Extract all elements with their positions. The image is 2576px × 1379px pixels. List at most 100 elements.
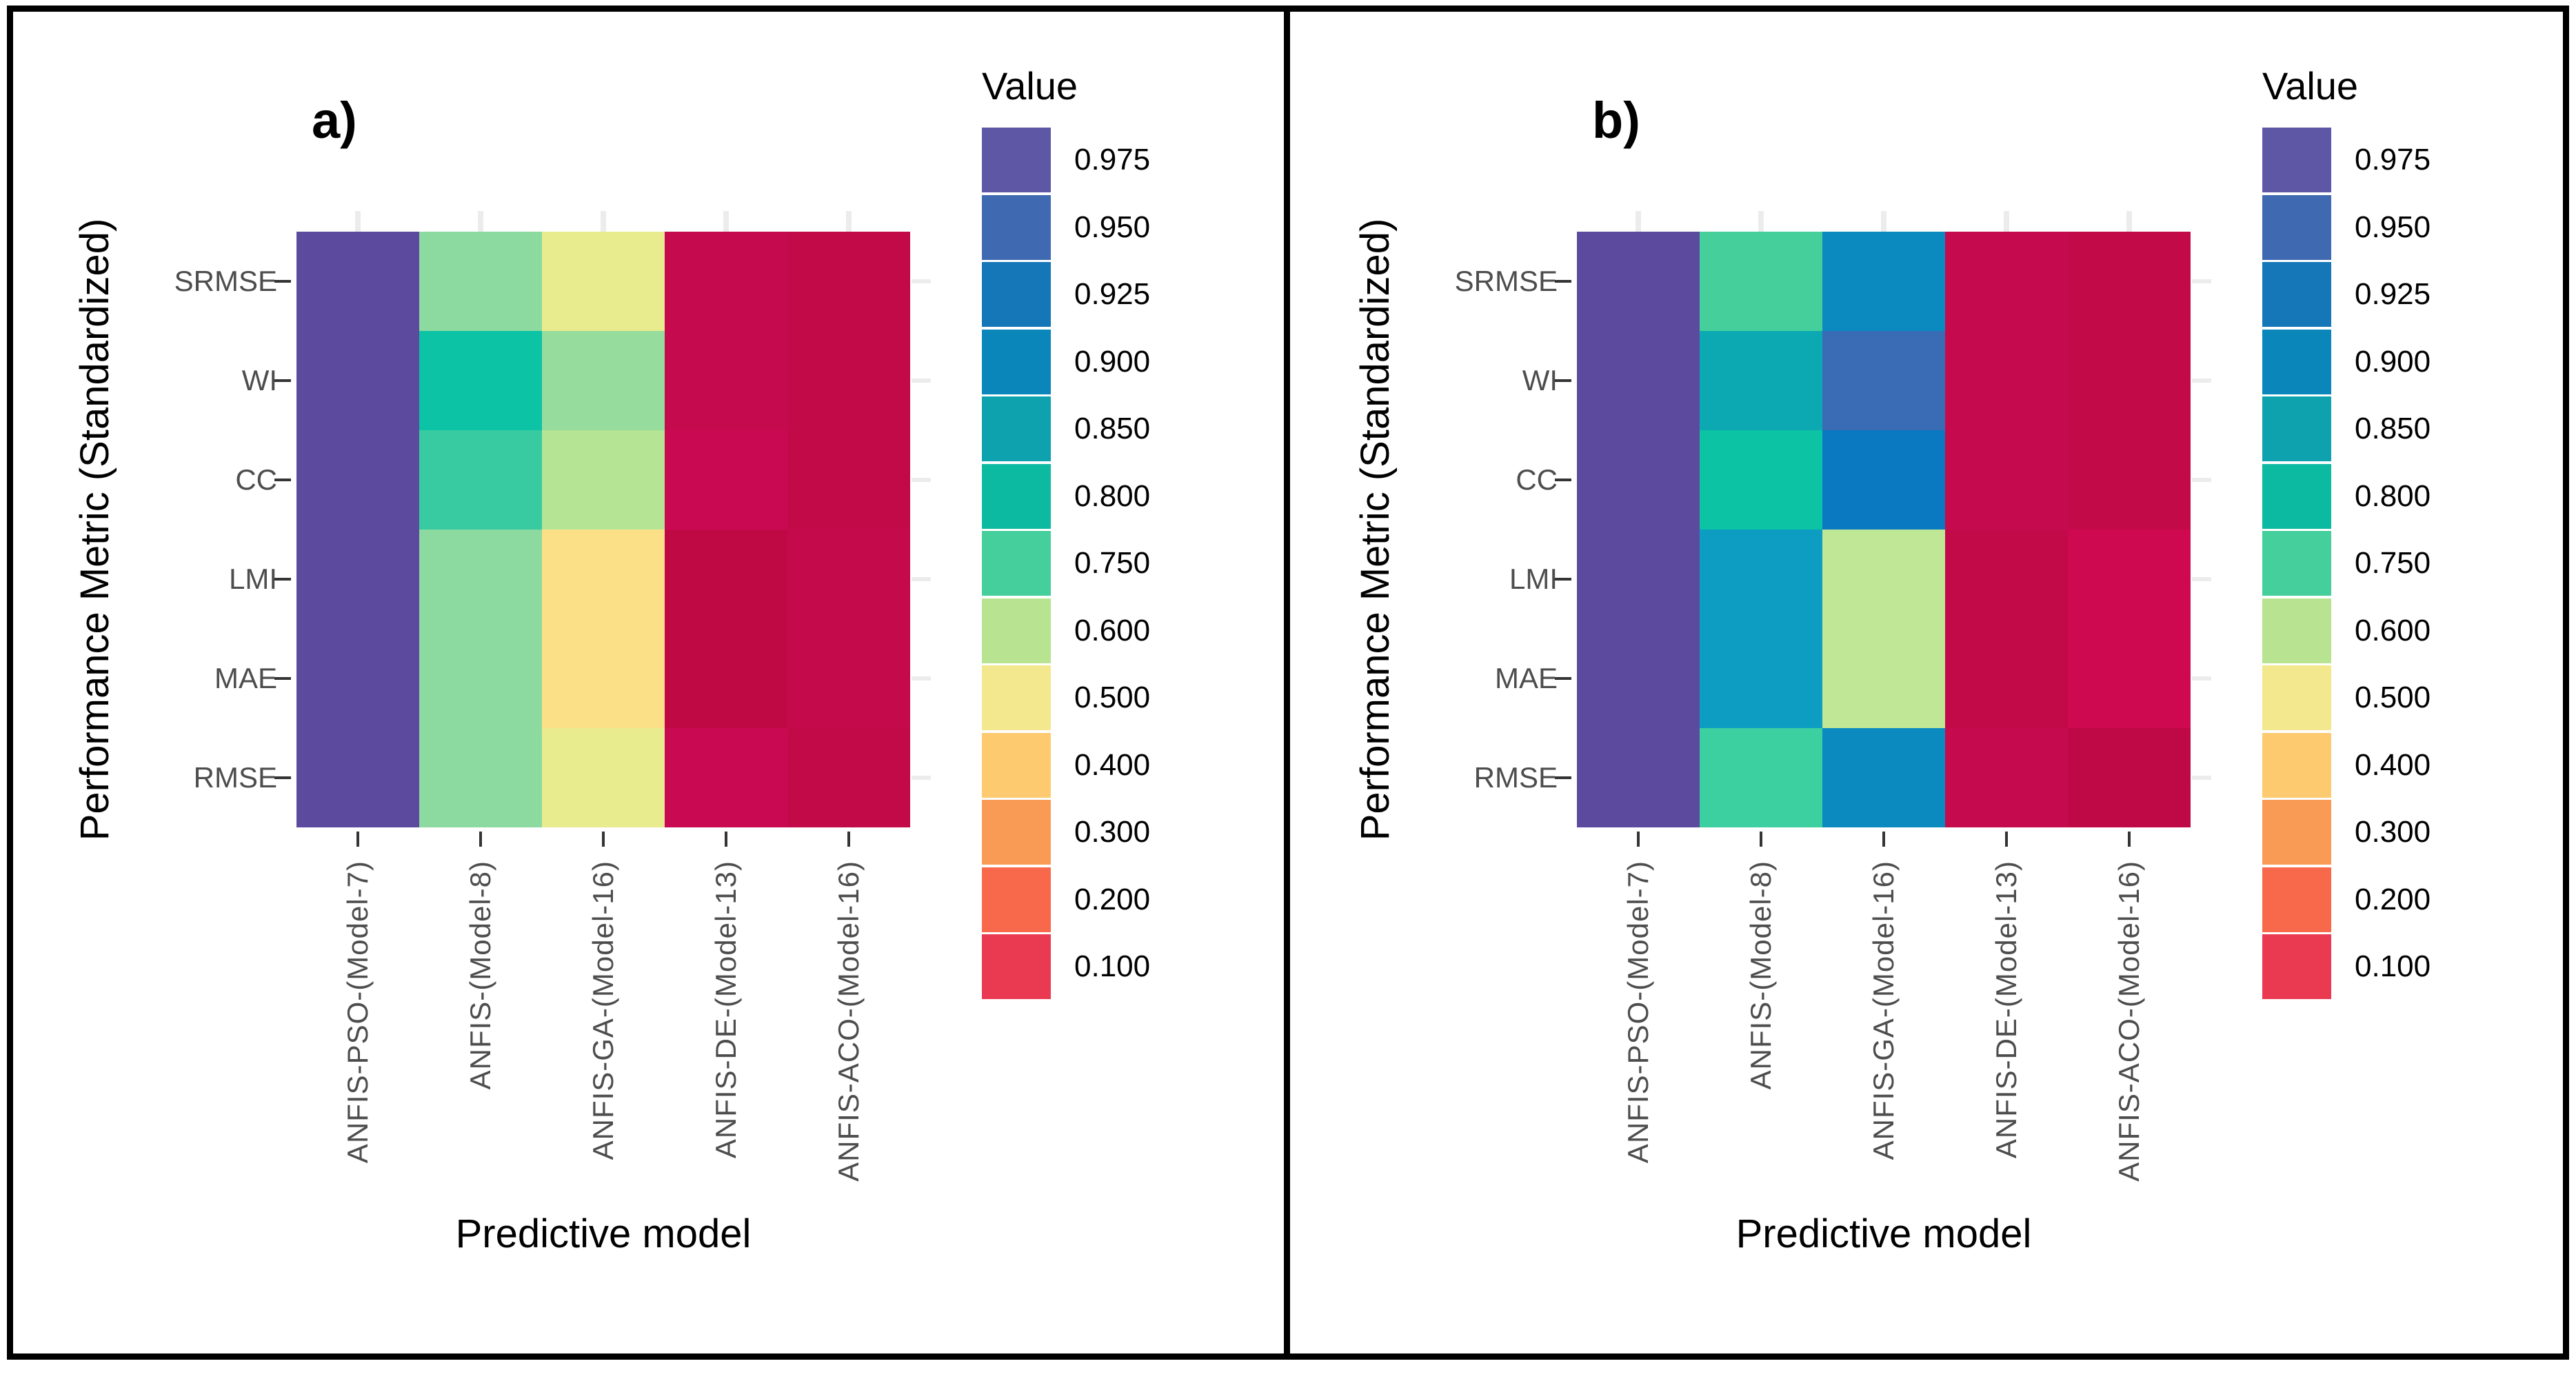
x-tick-label-model-5: ANFIS-ACO-(Model-16) <box>832 860 865 1182</box>
heatmap-cell-SRMSE-col5 <box>2068 232 2191 331</box>
legend-label-0.900: 0.900 <box>1074 344 1151 379</box>
heatmap-cell-LMI-col3 <box>542 530 665 629</box>
y-tick-label-SRMSE: SRMSE <box>174 265 277 297</box>
heatmap-cell-MAE-col5 <box>2068 629 2191 728</box>
heatmap-cell-LMI-col3 <box>1822 530 1945 629</box>
heatmap-cell-WI-col1 <box>1577 331 1700 430</box>
heatmap-cell-MAE-col4 <box>1945 629 2068 728</box>
legend-label-0.975: 0.975 <box>1074 143 1151 177</box>
heatmap-cell-WI-col4 <box>665 331 787 430</box>
legend-label-0.500: 0.500 <box>1074 681 1151 714</box>
grid-tick-top <box>2004 211 2009 232</box>
legend-swatch-0.100 <box>2262 934 2331 999</box>
y-tick-label-MAE: MAE <box>214 662 277 694</box>
y-tick-mark <box>274 578 291 581</box>
heatmap-cell-SRMSE-col2 <box>419 232 542 331</box>
heatmap-cell-SRMSE-col4 <box>665 232 787 331</box>
heatmap-cell-LMI-col5 <box>2068 530 2191 629</box>
heatmap-cell-SRMSE-col3 <box>1822 232 1945 331</box>
heatmap-cell-CC-col2 <box>1700 430 1822 530</box>
panel-a-legend-title: Value <box>982 64 1078 108</box>
x-tick-label-model-4: ANFIS-DE-(Model-13) <box>1990 860 2022 1159</box>
heatmap-grid <box>1577 232 2191 827</box>
x-tick-mark <box>602 832 605 847</box>
legend-swatch-0.600 <box>982 598 1051 663</box>
legend-label-0.600: 0.600 <box>1074 613 1151 647</box>
legend-swatch-0.500 <box>2262 665 2331 730</box>
legend-label-0.600: 0.600 <box>2355 613 2431 647</box>
heatmap-cell-RMSE-col4 <box>1945 728 2068 827</box>
y-tick-label-LMI: LMI <box>228 563 277 595</box>
grid-tick-right <box>2192 776 2211 780</box>
x-tick-label-model-3: ANFIS-GA-(Model-16) <box>1867 860 1900 1160</box>
grid-tick-top <box>355 211 361 232</box>
grid-tick-right <box>912 279 931 283</box>
legend-swatch-0.400 <box>982 732 1051 798</box>
legend-swatch-0.900 <box>982 329 1051 394</box>
legend-label-0.100: 0.100 <box>2355 949 2431 983</box>
x-tick-mark <box>1760 832 1762 847</box>
legend-label-0.200: 0.200 <box>1074 882 1151 916</box>
legend-label-0.500: 0.500 <box>2355 681 2431 714</box>
heatmap-cell-MAE-col1 <box>1577 629 1700 728</box>
heatmap-cell-RMSE-col2 <box>1700 728 1822 827</box>
legend-label-0.850: 0.850 <box>1074 412 1151 445</box>
heatmap-cell-LMI-col5 <box>787 530 910 629</box>
x-tick-mark <box>725 832 727 847</box>
grid-tick-top <box>1636 211 1641 232</box>
x-tick-mark <box>2128 832 2131 847</box>
y-tick-mark <box>274 379 291 382</box>
legend-label-0.900: 0.900 <box>2355 344 2431 379</box>
grid-tick-top <box>723 211 729 232</box>
heatmap-cell-CC-col5 <box>787 430 910 530</box>
heatmap-cell-WI-col4 <box>1945 331 2068 430</box>
legend-label-0.925: 0.925 <box>1074 277 1151 311</box>
legend-label-0.750: 0.750 <box>2355 546 2431 580</box>
grid-tick-right <box>2192 577 2211 581</box>
grid-tick-right <box>912 577 931 581</box>
y-tick-mark <box>1555 280 1571 283</box>
legend-label-0.400: 0.400 <box>1074 747 1151 782</box>
legend-swatch-0.100 <box>982 934 1051 999</box>
heatmap-cell-SRMSE-col4 <box>1945 232 2068 331</box>
y-tick-label-CC: CC <box>1516 463 1558 496</box>
x-tick-label-model-3: ANFIS-GA-(Model-16) <box>587 860 619 1160</box>
grid-tick-top <box>601 211 606 232</box>
x-tick-mark <box>2005 832 2008 847</box>
legend-swatch-0.925 <box>2262 262 2331 327</box>
heatmap-cell-SRMSE-col1 <box>1577 232 1700 331</box>
x-tick-label-model-4: ANFIS-DE-(Model-13) <box>710 860 742 1159</box>
heatmap-cell-LMI-col4 <box>1945 530 2068 629</box>
heatmap-cell-WI-col3 <box>542 331 665 430</box>
legend-swatch-0.600 <box>2262 598 2331 663</box>
y-tick-mark <box>274 479 291 481</box>
x-tick-label-model-1: ANFIS-PSO-(Model-7) <box>341 860 374 1164</box>
heatmap-cell-LMI-col4 <box>665 530 787 629</box>
legend-swatch-0.950 <box>2262 194 2331 260</box>
legend-swatch-0.800 <box>2262 463 2331 529</box>
y-tick-label-CC: CC <box>235 463 277 496</box>
y-tick-label-LMI: LMI <box>1509 563 1558 595</box>
heatmap-cell-RMSE-col5 <box>787 728 910 827</box>
legend-swatch-0.850 <box>2262 396 2331 461</box>
heatmap-cell-CC-col2 <box>419 430 542 530</box>
y-tick-label-WI: WI <box>241 364 277 396</box>
panel-b-label: b) <box>1592 92 1640 149</box>
legend-swatch-0.200 <box>982 867 1051 932</box>
panel-b: b) Performance Metric (Standardized) Pre… <box>1280 0 2561 1379</box>
x-tick-mark <box>356 832 359 847</box>
legend-swatch-0.800 <box>982 463 1051 529</box>
grid-tick-right <box>912 478 931 482</box>
panel-a-label: a) <box>312 92 357 149</box>
legend-label-0.975: 0.975 <box>2355 143 2431 177</box>
heatmap-cell-MAE-col1 <box>296 629 419 728</box>
heatmap-cell-WI-col1 <box>296 331 419 430</box>
heatmap-cell-WI-col5 <box>787 331 910 430</box>
y-tick-mark <box>1555 677 1571 680</box>
legend-swatch-0.975 <box>982 128 1051 192</box>
legend-label-0.750: 0.750 <box>1074 546 1151 580</box>
legend-swatch-0.900 <box>2262 329 2331 394</box>
heatmap-cell-LMI-col1 <box>296 530 419 629</box>
grid-tick-right <box>912 379 931 383</box>
